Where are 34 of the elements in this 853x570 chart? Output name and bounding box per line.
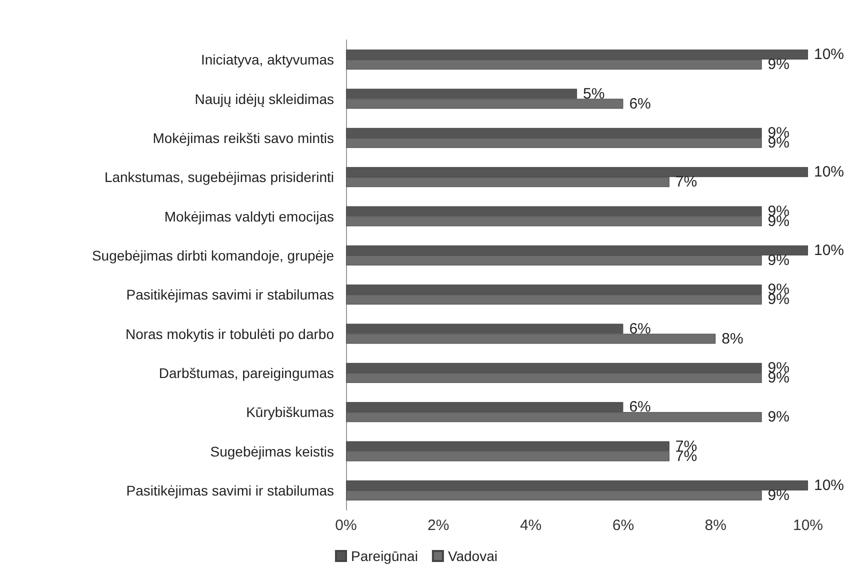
data-label: 6% <box>629 320 651 338</box>
y-tick-label: Pasitikėjimas savimi ir stabilumas <box>126 482 334 498</box>
data-label: 6% <box>629 95 651 112</box>
data-label: 6% <box>629 398 651 416</box>
data-label: 9% <box>768 486 790 504</box>
y-tick-label: Kūrybiškumas <box>246 404 334 420</box>
x-tick-label: 4% <box>520 517 542 534</box>
data-label: 5% <box>583 85 605 102</box>
y-tick-label: Iniciatyva, aktyvumas <box>200 52 334 68</box>
x-tick-label: 2% <box>428 517 450 534</box>
data-label: 10% <box>814 164 844 181</box>
y-tick-label: Noras mokytis ir tobulėti po darbo <box>125 326 334 342</box>
data-label: 9% <box>768 408 790 426</box>
x-tick-label: 10% <box>792 517 824 534</box>
data-label: 10% <box>814 242 844 259</box>
data-label: 10% <box>814 476 844 494</box>
y-tick-label: Sugebėjimas dirbti komandoje, grupėje <box>92 247 334 264</box>
y-tick-label: Mokėjimas reikšti savo mintis <box>152 130 334 146</box>
data-label: 8% <box>722 330 744 348</box>
y-tick-label: Mokėjimas valdyti emocijas <box>164 208 334 224</box>
y-tick-label: Sugebėjimas keistis <box>210 443 334 460</box>
data-label: 9% <box>768 56 790 74</box>
data-label: 9% <box>768 252 790 269</box>
y-tick-label: Lankstumas, sugebėjimas prisiderinti <box>104 169 334 186</box>
data-label: 7% <box>675 174 698 191</box>
data-label: 10% <box>814 46 844 64</box>
y-tick-label: Darbštumas, pareigingumas <box>158 364 334 381</box>
legend-label: Vadovai <box>448 548 498 564</box>
y-tick-label: Pasitikėjimas savimi ir stabilumas <box>126 286 334 303</box>
x-tick-label: 6% <box>612 517 634 534</box>
x-tick-label: 0% <box>335 517 357 534</box>
y-tick-label: Naujų idėjų skleidimas <box>194 90 334 107</box>
x-tick-label: 8% <box>704 517 726 534</box>
legend-label: Pareigūnai <box>351 548 418 564</box>
